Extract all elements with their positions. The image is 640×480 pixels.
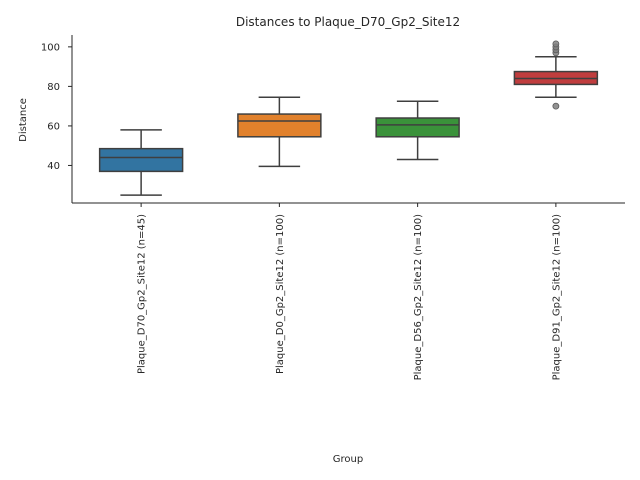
- chart-title: Distances to Plaque_D70_Gp2_Site12: [236, 15, 460, 29]
- y-axis-label: Distance: [18, 98, 29, 142]
- x-tick-label: Plaque_D56_Gp2_Site12 (n=100): [413, 214, 424, 380]
- x-tick-label: Plaque_D91_Gp2_Site12 (n=100): [551, 214, 562, 380]
- y-axis-ticks: 40 60 80 100: [41, 42, 72, 172]
- y-tick-label: 100: [41, 42, 60, 53]
- y-tick-label: 60: [47, 121, 60, 132]
- box: [98, 147, 184, 173]
- box-group: [237, 96, 322, 168]
- box-group: [375, 100, 460, 161]
- box-group: [98, 129, 184, 196]
- y-tick-label: 80: [47, 82, 60, 93]
- outlier-point: [552, 40, 560, 48]
- y-tick-label: 40: [47, 161, 60, 172]
- box: [375, 117, 460, 138]
- box: [237, 113, 322, 138]
- x-axis-label: Group: [333, 454, 363, 465]
- x-axis-ticks: Plaque_D70_Gp2_Site12 (n=45) Plaque_D0_Gp…: [137, 203, 562, 380]
- x-tick-label: Plaque_D70_Gp2_Site12 (n=45): [137, 214, 148, 374]
- outlier-point: [552, 102, 560, 110]
- x-tick-label: Plaque_D0_Gp2_Site12 (n=100): [275, 214, 286, 374]
- box-group: [513, 40, 599, 110]
- plot-area: [98, 40, 599, 196]
